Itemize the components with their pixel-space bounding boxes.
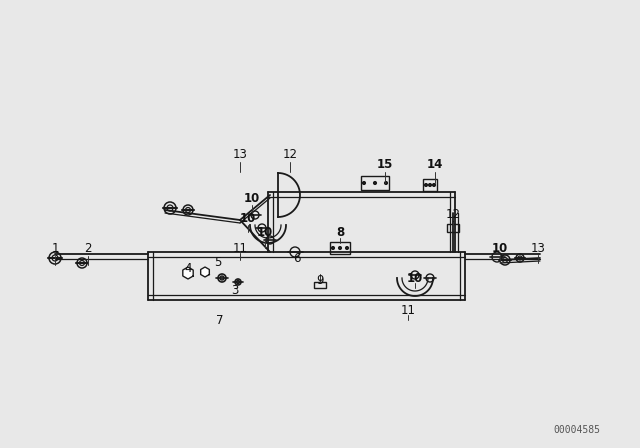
- Circle shape: [385, 181, 387, 185]
- Polygon shape: [201, 267, 209, 277]
- Text: 13: 13: [531, 241, 545, 254]
- Text: 10: 10: [257, 227, 273, 240]
- Text: 12: 12: [282, 148, 298, 161]
- Text: 2: 2: [84, 241, 92, 254]
- Circle shape: [346, 246, 349, 250]
- Text: 6: 6: [293, 251, 301, 264]
- Text: 12: 12: [445, 208, 461, 221]
- Text: 14: 14: [427, 159, 443, 172]
- Bar: [314, 282, 326, 288]
- Text: 11: 11: [401, 303, 415, 316]
- Text: 7: 7: [216, 314, 224, 327]
- Text: 4: 4: [184, 262, 192, 275]
- Text: 5: 5: [214, 255, 221, 268]
- Circle shape: [362, 181, 365, 185]
- Bar: [423, 179, 437, 191]
- Circle shape: [424, 184, 428, 186]
- Bar: [330, 242, 350, 254]
- Circle shape: [339, 246, 342, 250]
- Text: 15: 15: [377, 159, 393, 172]
- Circle shape: [220, 276, 224, 280]
- Text: 10: 10: [492, 241, 508, 254]
- Text: 00004585: 00004585: [553, 425, 600, 435]
- Text: 1: 1: [51, 241, 59, 254]
- Text: 10: 10: [244, 191, 260, 204]
- Circle shape: [237, 280, 239, 284]
- Text: 10: 10: [407, 271, 423, 284]
- Text: 8: 8: [336, 227, 344, 240]
- Circle shape: [332, 246, 335, 250]
- Text: 3: 3: [231, 284, 239, 297]
- Circle shape: [374, 181, 376, 185]
- Circle shape: [433, 184, 435, 186]
- Polygon shape: [183, 267, 193, 279]
- Text: 9: 9: [316, 273, 324, 287]
- Text: 13: 13: [232, 148, 248, 161]
- Bar: [447, 224, 460, 232]
- Text: 11: 11: [232, 241, 248, 254]
- Bar: [361, 176, 389, 190]
- Circle shape: [429, 184, 431, 186]
- Text: 10: 10: [240, 211, 256, 224]
